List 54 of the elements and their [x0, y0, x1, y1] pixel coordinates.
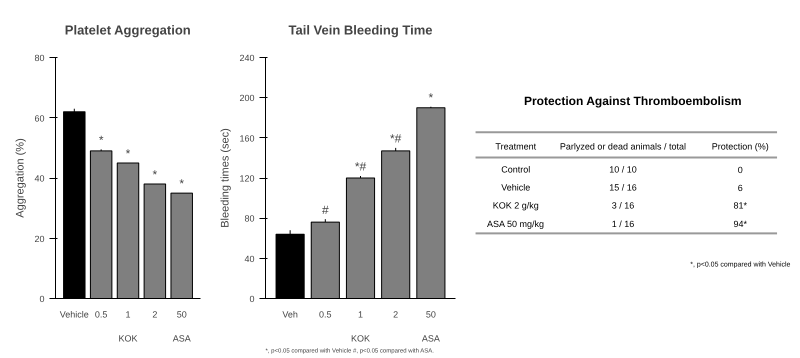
- text: ASA: [422, 334, 440, 344]
- text: KOK: [350, 334, 370, 344]
- x-tick-label: Vehicle: [60, 310, 89, 320]
- text: 94*: [733, 218, 747, 229]
- y-tick-label: 0: [39, 294, 45, 304]
- y-tick-label: 240: [239, 53, 255, 63]
- y-axis-title: Bleeding times (sec): [219, 128, 232, 228]
- x-tick-label: 50: [426, 310, 436, 320]
- y-tick-label: 120: [239, 174, 255, 184]
- y-tick-label: 40: [244, 254, 255, 264]
- x-tick-label: 50: [176, 310, 187, 320]
- chart-title: Tail Vein Bleeding Time: [288, 22, 433, 38]
- data-label: *: [98, 132, 104, 147]
- y-axis-title: Aggregation (%): [14, 138, 26, 218]
- data-label: *: [428, 90, 434, 104]
- text: KOK: [118, 334, 138, 344]
- text: 0: [738, 165, 743, 176]
- text: Protection Against Thromboembolism: [524, 94, 742, 108]
- category-label: Control: [501, 164, 530, 175]
- text: 15 / 16: [609, 182, 637, 193]
- category-label: Vehicle: [501, 182, 530, 193]
- x-tick-label: 2: [152, 310, 158, 320]
- text: 3 / 16: [612, 200, 634, 211]
- y-tick-label: 160: [239, 133, 255, 144]
- data-label: *: [126, 146, 131, 161]
- text: 81*: [733, 200, 747, 211]
- y-tick-label: 200: [239, 93, 255, 104]
- chart-title: Platelet Aggregation: [64, 22, 191, 38]
- x-tick-label: Veh: [282, 310, 298, 320]
- category-label: ASA 50 mg/kg: [486, 218, 544, 229]
- y-tick-label: 80: [244, 214, 255, 224]
- text: 1 / 16: [612, 218, 634, 229]
- text: ASA: [172, 334, 191, 344]
- x-tick-label: 0.5: [94, 310, 108, 320]
- y-tick-label: 80: [34, 53, 45, 63]
- category-label: KOK 2 g/kg: [492, 200, 539, 211]
- x-tick-label: 0.5: [319, 310, 332, 320]
- data-label: #: [322, 202, 329, 217]
- category-label: Treatment: [495, 142, 537, 152]
- category-label: Protection (%): [712, 142, 769, 152]
- data-label: *#: [354, 160, 366, 174]
- text: 10 / 10: [609, 164, 637, 175]
- x-tick-label: 2: [393, 310, 398, 320]
- x-tick-label: 1: [125, 310, 131, 320]
- y-tick-label: 60: [34, 113, 45, 124]
- data-label: *: [152, 168, 158, 182]
- category-label: Parlyzed or dead animals / total: [560, 142, 686, 152]
- x-tick-label: 1: [358, 310, 364, 320]
- data-label: *#: [390, 131, 402, 146]
- y-tick-label: 0: [249, 294, 255, 304]
- y-tick-label: 20: [34, 234, 45, 244]
- text: 6: [738, 183, 743, 194]
- data-label: *: [179, 176, 184, 191]
- y-tick-label: 40: [34, 174, 45, 184]
